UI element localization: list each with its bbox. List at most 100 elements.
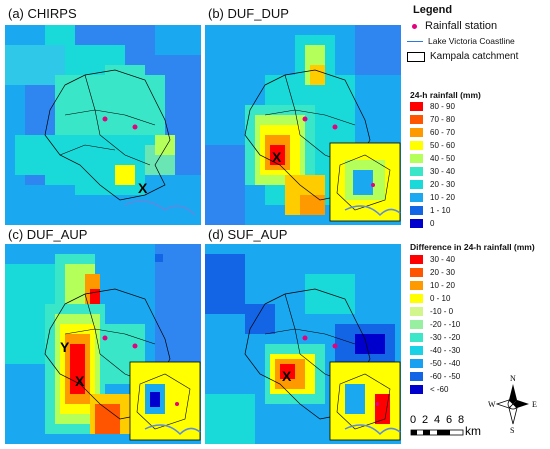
north-arrow-icon: N S W E [488,374,537,434]
difference-class-swatch [410,385,423,394]
difference-class-label: 30 - 40 [430,255,455,264]
x-marker: X [272,149,282,165]
difference-class-row: -10 - 0 [410,307,453,316]
difference-class-row: -40 - -30 [410,346,460,355]
map-panel-duf-dup: X [205,25,401,225]
inset-map [329,142,401,222]
compass-e: E [532,400,537,409]
rainfall-class-swatch [410,193,423,202]
difference-class-row: 20 - 30 [410,268,455,277]
difference-class-swatch [410,333,423,342]
difference-class-row: 0 - 10 [410,294,450,303]
rainfall-class-row: 1 - 10 [410,206,450,215]
scale-tick-2: 2 [422,414,429,426]
rainfall-class-swatch [410,206,423,215]
difference-class-row: < -60 [410,385,448,394]
rainfall-map: X [205,25,401,225]
catchment-box-icon [407,51,425,62]
legend-catchment-label: Kampala catchment [430,51,519,62]
rainfall-class-swatch [410,115,423,124]
rainfall-class-row: 70 - 80 [410,115,455,124]
rainfall-class-swatch [410,180,423,189]
rainfall-class-row: 80 - 90 [410,102,455,111]
difference-class-swatch [410,294,423,303]
legend-catchment: Kampala catchment [407,51,518,62]
compass-w: W [488,400,496,409]
inset-map [329,361,401,441]
x-marker: X [138,180,148,196]
difference-class-label: < -60 [430,385,449,394]
rainfall-class-label: 60 - 70 [430,128,455,137]
rainfall-map: X [5,25,201,225]
scale-tick-8: 8 [458,414,465,426]
difference-class-label: -40 - -30 [430,346,461,355]
rainfall-class-swatch [410,102,423,111]
difference-class-label: -60 - -50 [430,372,461,381]
difference-class-label: -20 - -10 [430,320,461,329]
difference-class-swatch [410,372,423,381]
difference-class-swatch [410,255,423,264]
scale-tick-0: 0 [410,414,417,426]
scale-unit: km [465,424,481,438]
rainfall-class-label: 0 [430,219,435,228]
difference-class-swatch [410,281,423,290]
scale-bar: 0 2 4 6 8 km [410,414,490,444]
difference-class-label: 0 - 10 [430,294,451,303]
rainfall-class-label: 50 - 60 [430,141,455,150]
rainfall-class-label: 40 - 50 [430,154,455,163]
rainfall-station [102,116,108,122]
difference-class-swatch [410,307,423,316]
panel-title-c: (c) DUF_AUP [8,227,88,242]
difference-class-row: -20 - -10 [410,320,460,329]
y-marker: Y [60,339,70,355]
difference-class-label: 20 - 30 [430,268,455,277]
rainfall-class-row: 30 - 40 [410,167,455,176]
legend-coastline-label: Lake Victoria Coastline [428,36,515,46]
rainfall-class-swatch [410,128,423,137]
panel-title-d: (d) SUF_AUP [208,227,288,242]
rainfall-class-swatch [410,219,423,228]
rainfall-station [332,343,338,349]
rainfall-class-label: 80 - 90 [430,102,455,111]
rainfall-station [302,116,308,122]
rainfall-class-label: 10 - 20 [430,193,455,202]
rainfall-class-row: 0 [410,219,434,228]
rainfall-class-label: 20 - 30 [430,180,455,189]
rainfall-station [132,343,138,349]
difference-class-swatch [410,268,423,277]
rainfall-class-row: 50 - 60 [410,141,455,150]
rainfall-class-row: 10 - 20 [410,193,455,202]
compass-n: N [510,374,516,383]
coastline-icon [407,40,423,42]
rainfall-class-swatch [410,141,423,150]
scale-tick-6: 6 [446,414,453,426]
x-marker: X [282,368,292,384]
rainfall-station [102,335,108,341]
rainfall-map: X [205,244,401,444]
difference-class-row: -50 - -40 [410,359,460,368]
rainfall-class-label: 70 - 80 [430,115,455,124]
rainfall-scale-title: 24-h rainfall (mm) [410,90,481,100]
panel-title-b: (b) DUF_DUP [208,6,289,21]
legend-station-label: Rainfall station [425,20,498,32]
x-marker: X [75,373,85,389]
rainfall-station [332,124,338,130]
difference-class-label: -30 - -20 [430,333,461,342]
legend-coastline: Lake Victoria Coastline [407,36,515,46]
map-panel-chirps: (a) CHIRPS X [5,25,201,225]
map-panel-suf-aup: X [205,244,401,444]
legend-title: Legend [413,4,453,16]
rainfall-class-row: 40 - 50 [410,154,455,163]
map-panel-duf-aup: Y X [5,244,201,444]
rainfall-station-icon [412,23,417,29]
difference-class-row: -30 - -20 [410,333,460,342]
rainfall-map: Y X [5,244,201,444]
difference-class-row: 30 - 40 [410,255,455,264]
scale-tick-4: 4 [434,414,441,426]
difference-class-swatch [410,320,423,329]
difference-class-row: 10 - 20 [410,281,455,290]
rainfall-class-row: 20 - 30 [410,180,455,189]
rainfall-class-label: 30 - 40 [430,167,455,176]
difference-class-swatch [410,359,423,368]
difference-class-row: -60 - -50 [410,372,460,381]
